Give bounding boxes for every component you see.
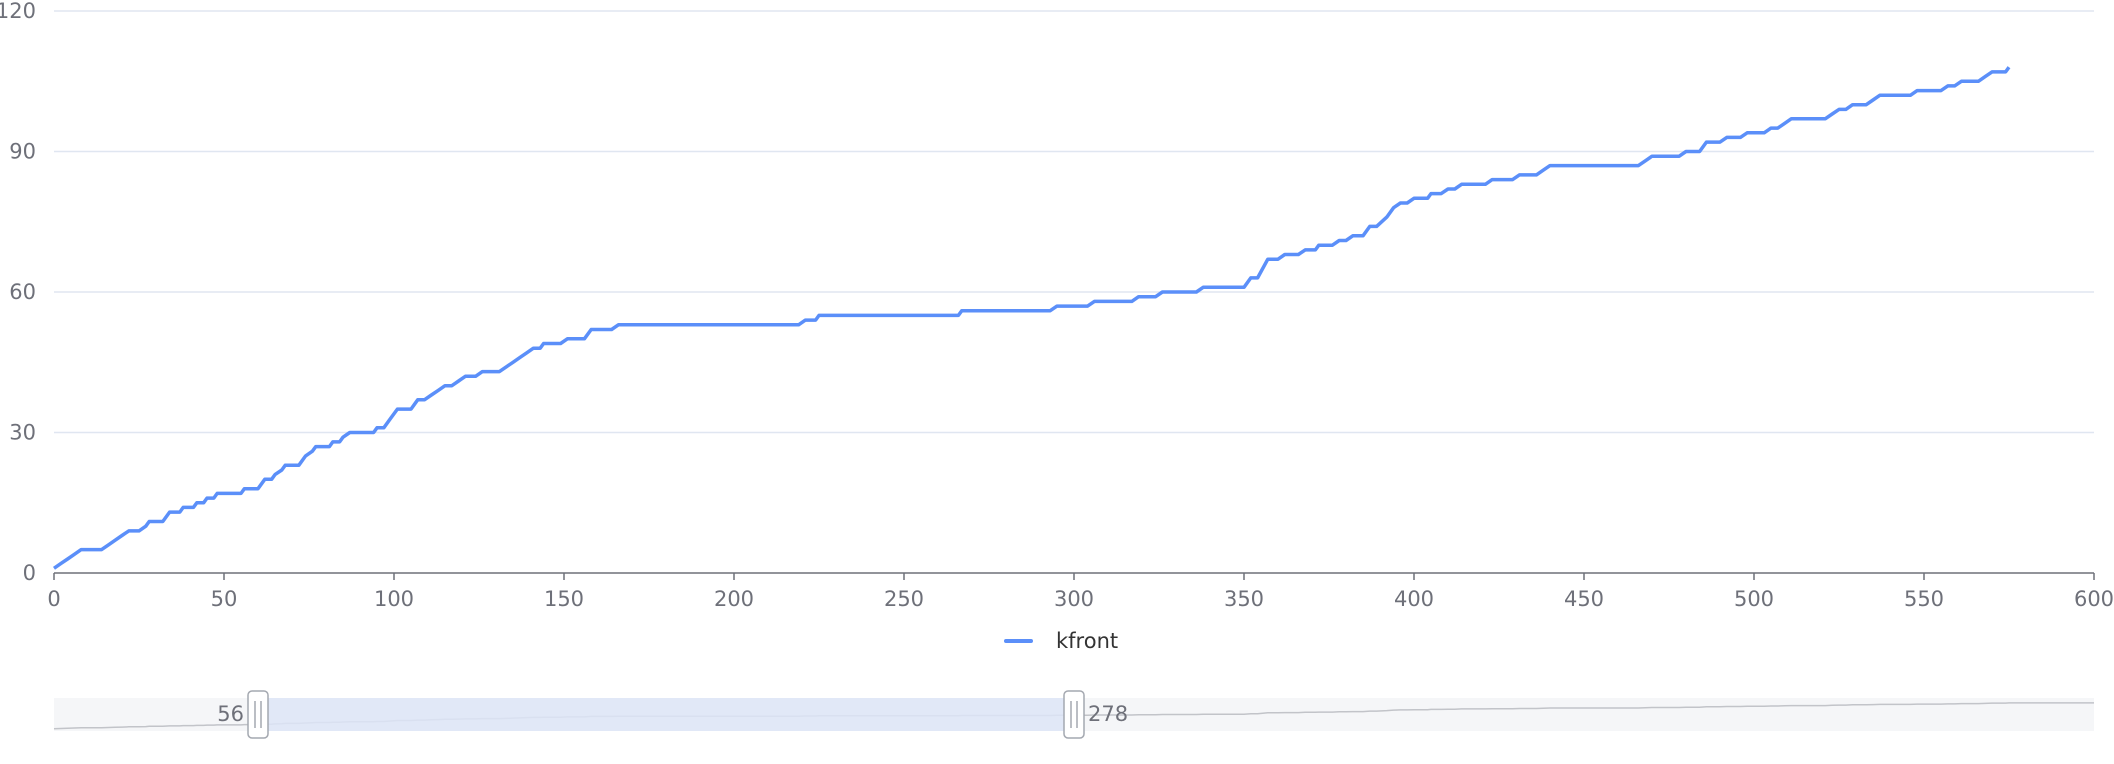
x-tick-label: 550	[1904, 587, 1944, 611]
x-tick-label: 400	[1394, 587, 1434, 611]
data-zoom-selected-range[interactable]	[258, 698, 1074, 731]
series-line-kfront	[53, 66, 2011, 570]
data-zoom-start-handle-body[interactable]	[247, 690, 269, 739]
y-axis: 0 30 60 90 120	[0, 0, 36, 585]
x-tick-label: 200	[714, 587, 754, 611]
data-zoom-end-label: 278	[1088, 702, 1128, 726]
legend[interactable]: kfront	[1004, 629, 1118, 653]
y-tick-label: 120	[0, 0, 36, 23]
x-tick-label: 600	[2074, 587, 2114, 611]
x-axis: 0 50 100 150 200 250 300 350 400 450 500 550 600	[47, 572, 2114, 611]
x-tick-label: 450	[1564, 587, 1604, 611]
x-tick-label: 50	[211, 587, 238, 611]
x-tick-label: 150	[544, 587, 584, 611]
x-tick-label: 350	[1224, 587, 1264, 611]
data-zoom-end-handle-body[interactable]	[1063, 690, 1085, 739]
x-tick-label: 100	[374, 587, 414, 611]
y-tick-label: 90	[9, 140, 36, 164]
series-layer	[53, 66, 2011, 570]
y-tick-label: 60	[9, 280, 36, 304]
data-zoom-end-handle[interactable]	[1063, 690, 1085, 739]
legend-label-kfront[interactable]: kfront	[1056, 629, 1118, 653]
grid-lines	[54, 10, 2094, 434]
x-tick-label: 300	[1054, 587, 1094, 611]
x-tick-label: 250	[884, 587, 924, 611]
x-tick-label: 0	[47, 587, 60, 611]
data-zoom-slider[interactable]: 56 278	[53, 690, 2094, 739]
y-tick-label: 30	[9, 421, 36, 445]
data-zoom-start-label: 56	[217, 702, 244, 726]
y-tick-label: 0	[23, 561, 36, 585]
data-zoom-start-handle[interactable]	[247, 690, 269, 739]
x-tick-label: 500	[1734, 587, 1774, 611]
